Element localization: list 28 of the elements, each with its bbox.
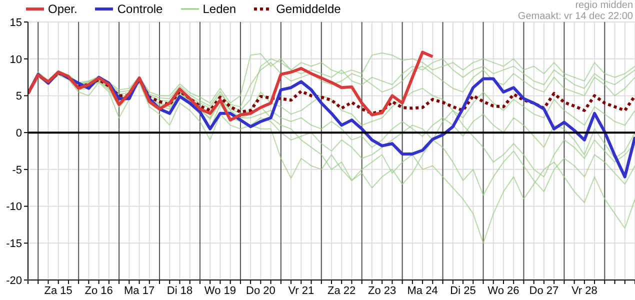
text: regio midden bbox=[574, 0, 633, 11]
x-tick-label: Wo 19 bbox=[204, 284, 236, 297]
legend-label: Leden bbox=[202, 2, 236, 16]
x-tick-label: Vr 28 bbox=[571, 284, 598, 297]
legend-label: Oper. bbox=[48, 2, 78, 16]
y-tick-label: 10 bbox=[10, 54, 22, 66]
y-tick-label: -10 bbox=[6, 201, 22, 214]
y-tick-label: -5 bbox=[12, 164, 22, 176]
legend-label: Controle bbox=[117, 2, 163, 16]
x-tick-label: Za 15 bbox=[44, 284, 72, 297]
y-tick-label: 5 bbox=[16, 90, 22, 103]
annotation: Gemaakt: vr 14 dec 22:00 bbox=[518, 11, 633, 22]
x-tick-label: Di 25 bbox=[450, 284, 476, 297]
y-tick-label: 15 bbox=[10, 16, 22, 29]
x-tick-label: Ma 17 bbox=[124, 284, 155, 297]
x-tick-label: Za 22 bbox=[328, 284, 356, 297]
x-tick-label: Ma 24 bbox=[407, 284, 438, 297]
y-tick-label: -20 bbox=[6, 274, 22, 287]
x-tick-label: Wo 26 bbox=[488, 284, 520, 297]
x-tick-label: Zo 16 bbox=[84, 284, 113, 297]
y-tick-label: -15 bbox=[6, 238, 22, 250]
x-tick-label: Di 18 bbox=[166, 284, 193, 297]
x-tick-label: Do 20 bbox=[246, 284, 276, 297]
x-tick-label: Zo 23 bbox=[368, 284, 396, 297]
y-tick-label: 0 bbox=[16, 127, 22, 140]
legend-label: Gemiddelde bbox=[276, 2, 341, 16]
x-tick-label: Do 27 bbox=[529, 284, 559, 297]
x-tick-label: Vr 21 bbox=[288, 284, 314, 297]
